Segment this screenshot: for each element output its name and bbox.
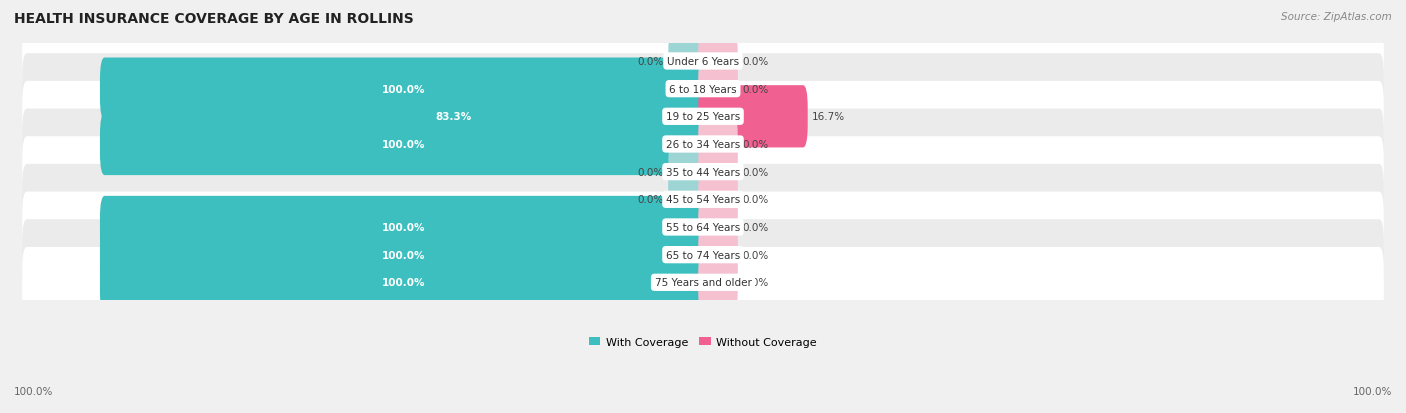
Text: 100.0%: 100.0% [382, 278, 426, 287]
FancyBboxPatch shape [100, 224, 707, 286]
FancyBboxPatch shape [22, 137, 1384, 208]
FancyBboxPatch shape [699, 196, 738, 259]
FancyBboxPatch shape [699, 224, 738, 286]
Text: 0.0%: 0.0% [742, 84, 768, 95]
Text: 100.0%: 100.0% [1353, 387, 1392, 396]
Text: 0.0%: 0.0% [638, 167, 664, 177]
FancyBboxPatch shape [22, 164, 1384, 235]
Text: Under 6 Years: Under 6 Years [666, 57, 740, 67]
FancyBboxPatch shape [100, 114, 707, 176]
Text: 0.0%: 0.0% [742, 278, 768, 287]
Text: 0.0%: 0.0% [742, 195, 768, 205]
FancyBboxPatch shape [668, 169, 707, 231]
Text: 0.0%: 0.0% [742, 250, 768, 260]
FancyBboxPatch shape [100, 58, 707, 121]
Text: 83.3%: 83.3% [436, 112, 472, 122]
FancyBboxPatch shape [699, 141, 738, 203]
FancyBboxPatch shape [699, 169, 738, 231]
Text: 0.0%: 0.0% [638, 57, 664, 67]
Text: 16.7%: 16.7% [811, 112, 845, 122]
FancyBboxPatch shape [668, 141, 707, 203]
Text: 35 to 44 Years: 35 to 44 Years [666, 167, 740, 177]
FancyBboxPatch shape [699, 114, 738, 176]
Text: 0.0%: 0.0% [742, 140, 768, 150]
FancyBboxPatch shape [200, 86, 707, 148]
Text: 100.0%: 100.0% [382, 84, 426, 95]
Text: 0.0%: 0.0% [638, 195, 664, 205]
Text: 65 to 74 Years: 65 to 74 Years [666, 250, 740, 260]
Text: 55 to 64 Years: 55 to 64 Years [666, 223, 740, 233]
Text: 6 to 18 Years: 6 to 18 Years [669, 84, 737, 95]
Text: 0.0%: 0.0% [742, 223, 768, 233]
FancyBboxPatch shape [22, 247, 1384, 318]
FancyBboxPatch shape [699, 252, 738, 314]
FancyBboxPatch shape [22, 109, 1384, 180]
Text: 45 to 54 Years: 45 to 54 Years [666, 195, 740, 205]
Text: 26 to 34 Years: 26 to 34 Years [666, 140, 740, 150]
FancyBboxPatch shape [699, 58, 738, 121]
FancyBboxPatch shape [22, 26, 1384, 97]
Text: 100.0%: 100.0% [14, 387, 53, 396]
FancyBboxPatch shape [22, 54, 1384, 125]
FancyBboxPatch shape [699, 86, 807, 148]
Text: 100.0%: 100.0% [382, 250, 426, 260]
FancyBboxPatch shape [100, 252, 707, 314]
Text: Source: ZipAtlas.com: Source: ZipAtlas.com [1281, 12, 1392, 22]
FancyBboxPatch shape [22, 192, 1384, 263]
FancyBboxPatch shape [668, 31, 707, 93]
FancyBboxPatch shape [22, 82, 1384, 152]
Text: 100.0%: 100.0% [382, 223, 426, 233]
Text: 19 to 25 Years: 19 to 25 Years [666, 112, 740, 122]
Text: 100.0%: 100.0% [382, 140, 426, 150]
FancyBboxPatch shape [22, 220, 1384, 290]
FancyBboxPatch shape [699, 31, 738, 93]
FancyBboxPatch shape [100, 196, 707, 259]
Text: HEALTH INSURANCE COVERAGE BY AGE IN ROLLINS: HEALTH INSURANCE COVERAGE BY AGE IN ROLL… [14, 12, 413, 26]
Text: 0.0%: 0.0% [742, 167, 768, 177]
Text: 0.0%: 0.0% [742, 57, 768, 67]
Text: 75 Years and older: 75 Years and older [655, 278, 751, 287]
Legend: With Coverage, Without Coverage: With Coverage, Without Coverage [585, 332, 821, 351]
